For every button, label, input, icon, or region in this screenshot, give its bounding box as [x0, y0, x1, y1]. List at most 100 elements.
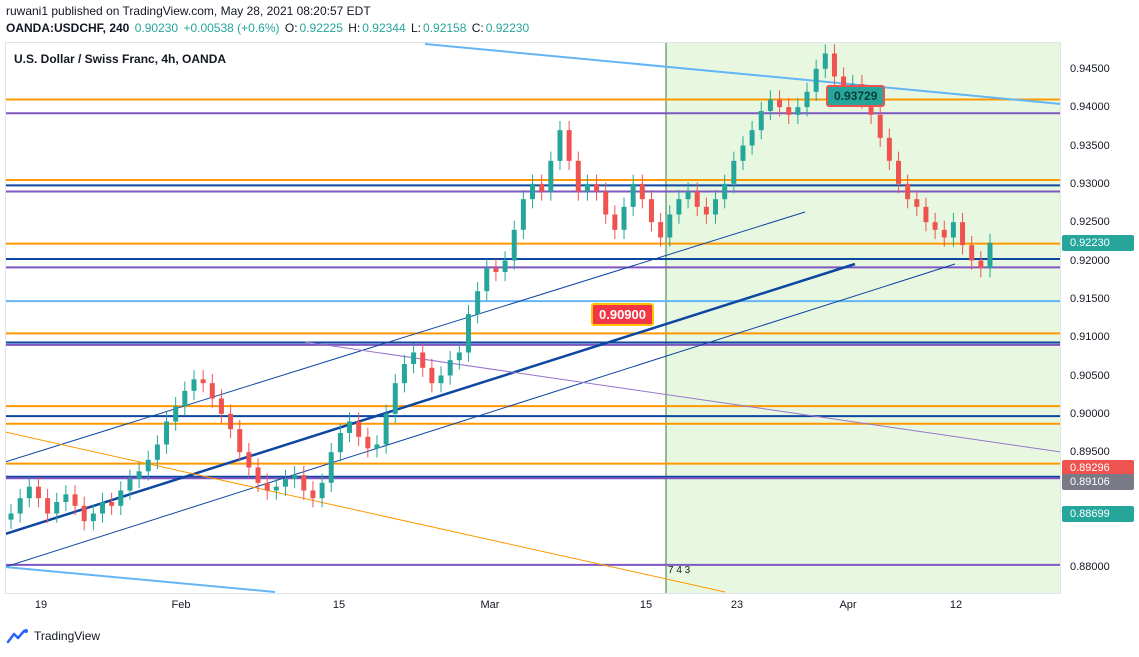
candle-body	[520, 199, 526, 230]
callout-text: 0.90900	[599, 307, 646, 322]
candle-body	[584, 183, 590, 192]
price-tick-label: 0.90500	[1070, 369, 1110, 382]
candle-body	[630, 183, 636, 207]
chart-legend-title: U.S. Dollar / Swiss Franc, 4h, OANDA	[14, 52, 227, 66]
chart-header: ruwani1 published on TradingView.com, Ma…	[6, 3, 531, 37]
time-axis[interactable]: 19 Feb 15 Mar 15 23 Apr 12	[5, 594, 1061, 618]
price-tick-label: 0.93500	[1070, 139, 1110, 152]
candle-body	[401, 364, 407, 384]
candle-body	[969, 245, 975, 261]
open-value: 0.92225	[299, 21, 343, 35]
candle-body	[493, 268, 499, 272]
time-tick-label: Apr	[839, 599, 857, 611]
candle-body	[420, 352, 426, 368]
price-tick-label: 0.93000	[1070, 177, 1110, 190]
price-tick-label: 0.90000	[1070, 407, 1110, 420]
trend-line-2	[5, 263, 956, 568]
open-label: O:	[284, 21, 298, 35]
candle-body	[191, 379, 197, 391]
candle-body	[612, 214, 618, 230]
event-marker-label: 7 4 3	[668, 565, 690, 576]
time-tick-label: 12	[949, 599, 963, 611]
candle-body	[63, 494, 69, 502]
low-label: L:	[411, 21, 422, 35]
high-value: 0.92344	[362, 21, 406, 35]
candle-body	[960, 222, 966, 246]
time-tick-label: 15	[332, 599, 346, 611]
candle-body	[273, 486, 279, 491]
candle-body	[831, 53, 837, 77]
candle-body	[438, 375, 444, 384]
candle-body	[978, 260, 984, 269]
candle-body	[228, 413, 234, 430]
candle-body	[255, 467, 261, 483]
price-tick-label: 0.91500	[1070, 292, 1110, 305]
candle-body	[703, 206, 709, 215]
trend-line-1	[5, 211, 806, 463]
close-value: 0.92230	[485, 21, 530, 35]
price-tick-label: 0.91000	[1070, 331, 1110, 344]
publish-info: ruwani1 published on TradingView.com, Ma…	[6, 4, 371, 18]
footer: TradingView	[6, 628, 100, 644]
highlight-zone	[666, 42, 1061, 594]
price-callout-0-90900: 0.90900	[591, 303, 654, 326]
close-label: C:	[471, 21, 484, 35]
candle-body	[621, 206, 627, 230]
candle-body	[356, 421, 362, 437]
candle-body	[8, 513, 14, 520]
candle-body	[905, 183, 911, 200]
candle-body	[475, 291, 481, 315]
candle-body	[292, 475, 298, 479]
candle-body	[200, 379, 206, 384]
candle-body	[282, 479, 288, 487]
trend-line-4	[424, 43, 1061, 105]
candle-body	[17, 498, 23, 514]
callout-text: 0.93729	[834, 89, 878, 103]
candle-body	[639, 183, 645, 200]
candle-body	[54, 502, 60, 514]
candle-body	[713, 199, 719, 215]
candle-body	[777, 99, 783, 108]
candle-body	[182, 390, 188, 407]
event-marker-text: 7 4 3	[668, 565, 691, 576]
price-change: +0.00538 (+0.6%)	[183, 21, 280, 35]
candle-body	[81, 505, 87, 522]
time-tick-label: 15	[639, 599, 653, 611]
candle-body	[786, 107, 792, 115]
brand-name: TradingView	[34, 629, 101, 643]
plot-area[interactable]	[5, 42, 1061, 594]
candle-body	[456, 352, 462, 361]
price-callout-0-93729: 0.93729	[826, 85, 886, 107]
trend-line-0	[5, 262, 856, 536]
candle-body	[127, 479, 133, 491]
candle-body	[365, 436, 371, 449]
price-tick-label: 0.88000	[1070, 561, 1110, 574]
tradingview-logo-icon	[6, 629, 28, 644]
candle-body	[594, 183, 600, 192]
price-tick-label: 0.94000	[1070, 101, 1110, 114]
candle-body	[154, 444, 160, 460]
high-label: H:	[348, 21, 361, 35]
candle-body	[676, 199, 682, 215]
candle-body	[145, 459, 151, 472]
price-tick-label: 0.92500	[1070, 216, 1110, 229]
candle-body	[804, 91, 810, 108]
candle-body	[539, 183, 545, 192]
candle-body	[173, 406, 179, 422]
price-axis[interactable]: 0.94500 0.94000 0.93500 0.93000 0.92500 0.920…	[1062, 42, 1139, 594]
trend-line-5	[5, 431, 726, 593]
candle-body	[731, 160, 737, 184]
candle-body	[319, 482, 325, 499]
candle-body	[868, 99, 874, 115]
candlestick-chart[interactable]	[5, 42, 1061, 594]
candle-body	[484, 268, 490, 292]
candle-body	[603, 191, 609, 215]
candle-body	[383, 413, 389, 445]
candle-body	[392, 383, 398, 414]
symbol-label: OANDA:USDCHF, 240	[6, 21, 130, 35]
candle-body	[136, 471, 142, 479]
candle-body	[813, 68, 819, 92]
candle-body	[886, 137, 892, 161]
candle-body	[502, 260, 508, 272]
candle-body	[722, 183, 728, 200]
